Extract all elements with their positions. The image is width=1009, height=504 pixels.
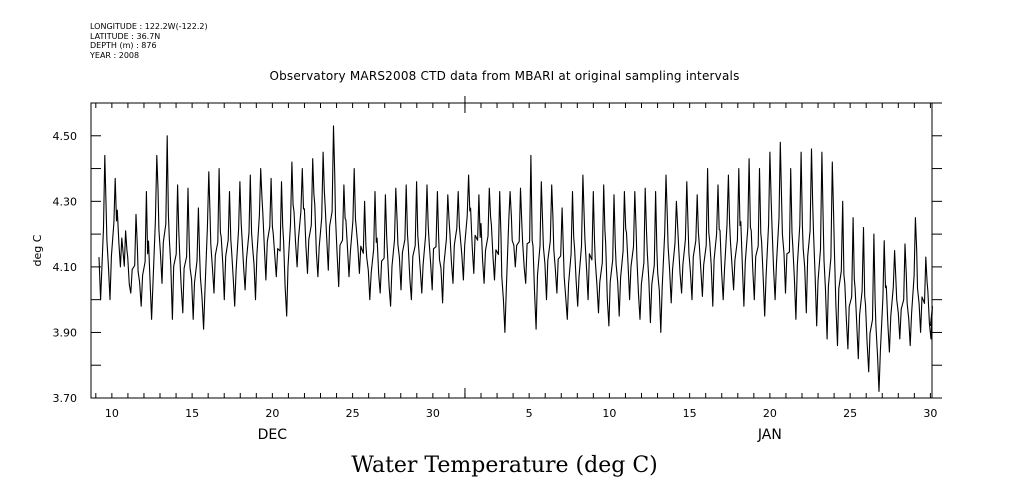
x-tick-label: 25 [843,407,857,420]
y-tick-label: 3.90 [53,326,78,339]
y-tick-label: 3.70 [53,392,78,405]
temperature-series-line [98,125,933,392]
x-tick-label: 20 [265,407,279,420]
x-tick-label: 15 [185,407,199,420]
year-text: YEAR : 2008 [90,50,140,60]
x-tick-label: 20 [763,407,777,420]
variable-title: Water Temperature (deg C) [351,453,658,478]
x-tick-label: 15 [683,407,697,420]
y-tick-label: 4.10 [53,261,78,274]
x-tick-label: 10 [602,407,616,420]
station-metadata: LONGITUDE : 122.2W(-122.2) LATITUDE : 36… [90,22,208,60]
x-tick-label: 10 [105,407,119,420]
chart-title: Observatory MARS2008 CTD data from MBARI… [269,69,740,83]
x-tick-label: 30 [426,407,440,420]
tick-labels: 10 15 20 25 30 5 10 15 20 25 30 DEC JAN 3.70 3.90 4.10 4… [31,130,937,443]
y-tick-label: 4.50 [53,130,78,143]
y-tick-label: 4.30 [53,195,78,208]
latitude-text: LATITUDE : 36.7N [90,31,161,41]
x-tick-label: 5 [526,407,533,420]
chart-axes [90,96,942,399]
plot-frame [90,102,933,399]
x-tick-label: 30 [923,407,937,420]
y-axis-label: deg C [31,234,44,266]
month-label: JAN [757,427,782,443]
depth-text: DEPTH (m) : 876 [90,41,157,50]
month-label: DEC [258,427,288,443]
x-tick-label: 25 [346,407,360,420]
longitude-text: LONGITUDE : 122.2W(-122.2) [90,22,208,31]
series-layer [98,125,933,392]
